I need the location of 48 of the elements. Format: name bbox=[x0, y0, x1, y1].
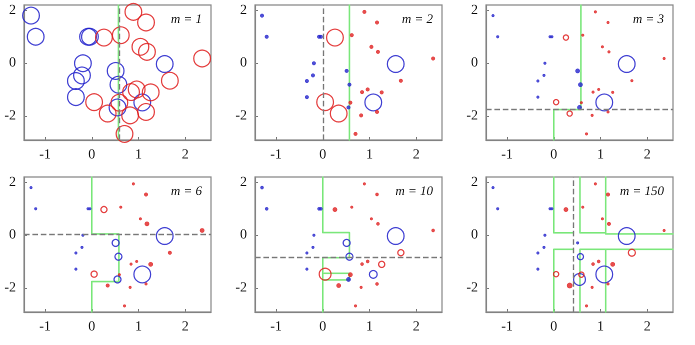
text: m = 3 bbox=[632, 11, 664, 26]
y-tick-label: -2 bbox=[4, 280, 16, 296]
text: m = 2 bbox=[402, 11, 434, 26]
text: m = 1 bbox=[170, 11, 202, 26]
y-tick-label: 2 bbox=[471, 2, 478, 18]
y-tick-label: 2 bbox=[9, 174, 16, 190]
y-tick-label: 2 bbox=[240, 2, 247, 18]
x-tick-label: 2 bbox=[412, 320, 420, 334]
x-tick-label: 0 bbox=[550, 148, 558, 162]
text: m = 150 bbox=[620, 183, 664, 198]
y-tick-label: -2 bbox=[466, 108, 478, 124]
x-tick-label: 0 bbox=[319, 148, 326, 162]
x-tick-label: -1 bbox=[501, 320, 513, 334]
y-tick-label: 0 bbox=[240, 56, 247, 71]
x-tick-label: 1 bbox=[366, 320, 374, 334]
x-tick-label: 0 bbox=[88, 320, 96, 334]
y-tick-label: 0 bbox=[471, 228, 478, 243]
x-tick-label: -1 bbox=[501, 148, 513, 162]
x-tick-label: 0 bbox=[88, 148, 96, 162]
x-tick-label: 0 bbox=[550, 320, 558, 334]
x-tick-label: -1 bbox=[270, 320, 282, 334]
x-tick-label: 1 bbox=[135, 320, 142, 334]
x-tick-label: 0 bbox=[319, 320, 326, 334]
text: m = 10 bbox=[395, 183, 434, 198]
y-tick-label: -2 bbox=[235, 280, 247, 296]
x-tick-label: 2 bbox=[182, 320, 189, 334]
y-tick-label: 0 bbox=[471, 56, 478, 71]
x-tick-label: 1 bbox=[597, 148, 604, 162]
text: m = 6 bbox=[170, 183, 202, 198]
x-tick-label: -1 bbox=[270, 148, 282, 162]
y-tick-label: -2 bbox=[466, 280, 478, 296]
x-tick-label: 1 bbox=[366, 148, 374, 162]
y-tick-label: 2 bbox=[240, 174, 247, 190]
x-tick-label: 2 bbox=[182, 148, 189, 162]
y-tick-label: -2 bbox=[235, 108, 247, 124]
y-tick-label: 0 bbox=[9, 56, 16, 71]
y-tick-label: -2 bbox=[4, 108, 16, 124]
x-tick-label: -1 bbox=[39, 320, 51, 334]
x-tick-label: -1 bbox=[39, 148, 51, 162]
y-tick-label: 2 bbox=[9, 2, 16, 18]
x-tick-label: 2 bbox=[644, 320, 651, 334]
y-tick-label: 2 bbox=[471, 174, 478, 190]
y-tick-label: 0 bbox=[9, 228, 16, 243]
x-tick-label: 1 bbox=[135, 148, 142, 162]
x-tick-label: 2 bbox=[412, 148, 420, 162]
y-tick-label: 0 bbox=[240, 228, 247, 243]
x-tick-label: 2 bbox=[644, 148, 651, 162]
x-tick-label: 1 bbox=[597, 320, 604, 334]
